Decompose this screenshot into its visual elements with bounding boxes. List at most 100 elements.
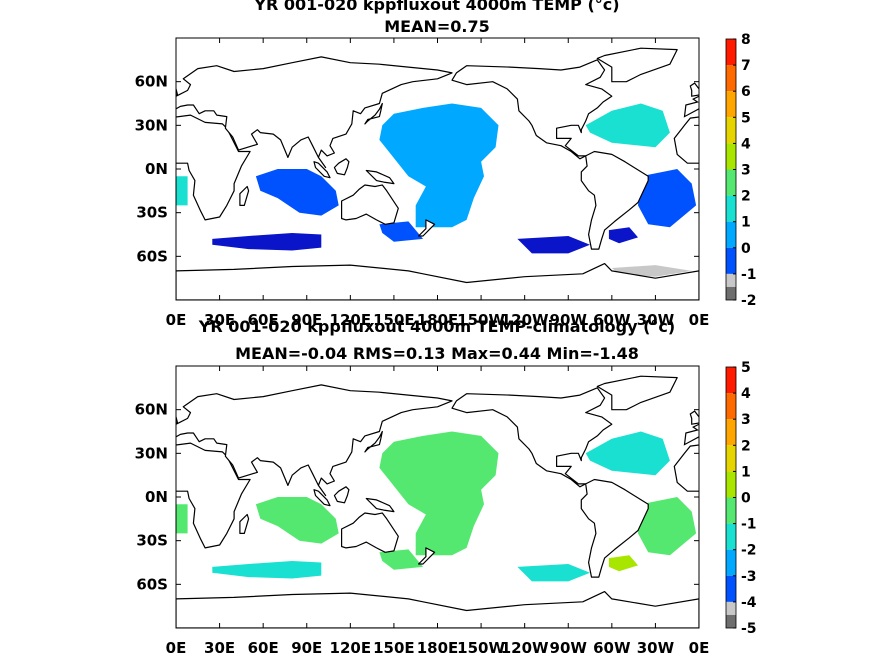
colorbar-tick-label: -3 [741,569,757,585]
lon-tick-label: 30W [637,311,675,329]
coastline-samerica [580,150,649,250]
colorbar-tick-label: 0 [741,491,751,507]
lon-tick-label: 150E [373,311,415,329]
coastline-nz [418,547,436,565]
data-region-south-pacific [517,564,590,582]
data-region-tasman [379,221,423,242]
lat-tick-label: 60S [136,575,168,593]
lon-tick-label: 0E [689,311,710,329]
lon-tick-label: 180E [417,311,459,329]
lon-tick-label: 120E [330,639,372,656]
colorbar-tick-label: 4 [741,136,751,152]
map-area [176,38,699,300]
lon-tick-label: 60W [593,311,631,329]
lon-tick-label: 60E [248,639,279,656]
data-region-west-africa [176,176,188,206]
coastline-australia [341,184,399,225]
data-region-atlantic-south [638,169,697,228]
coastline-nz [418,219,436,237]
colorbar-tick-label: 3 [741,412,751,428]
colorbar-tick-label: 6 [741,84,751,100]
colorbar: 5 4 3 2 1 0 -1 -2 -3 -4 -5 [725,360,757,637]
lon-tick-label: 90E [291,639,322,656]
data-region-pacific-main [379,103,499,228]
coastline-antarctica [176,263,699,300]
lon-tick-label: 90E [291,311,322,329]
coastline-madagascar [239,185,250,206]
lat-tick-label: 0N [145,488,168,506]
data-region-atlantic-north [585,431,670,476]
colorbar-segment [726,367,736,394]
lat-tick-label: 60S [136,247,168,265]
map-panel-2: YR 001-020 kppfluxout 4000m TEMP-climato… [135,317,757,656]
coastline-greenland [596,47,678,83]
coastline-samerica [580,478,649,578]
data-region-south-atlantic-blob [608,227,638,244]
lon-tick-label: 30W [637,639,675,656]
colorbar-tick-label: 1 [741,464,751,480]
data-region-atlantic-south [638,497,697,556]
data-region-south-indian [212,233,322,251]
colorbar-tick-label: 0 [741,241,751,257]
coastline-africa [176,114,251,221]
coastline-africa-wrap [673,116,699,164]
colorbar-tick-label: 3 [741,163,751,179]
colorbar-segment [726,393,736,420]
data-region-south-atlantic-blob [608,555,638,572]
coastline-eurasia-wrap [683,423,699,446]
panel-title: YR 001-020 kppfluxout 4000m TEMP-climato… [198,317,675,336]
data-region-tasman [379,549,423,570]
lat-tick-label: 0N [145,160,168,178]
lon-tick-label: 120W [501,639,549,656]
coastline-madagascar [239,513,250,535]
coastline-namerica [451,387,613,488]
colorbar-tick-label: -4 [741,595,757,611]
coastline-sumatra [313,489,331,507]
lon-tick-label: 0E [166,639,187,656]
colorbar-tick-label: 8 [741,32,751,48]
lat-tick-label: 30N [135,116,168,134]
colorbar-segment [726,195,736,222]
lon-tick-label: 30E [204,311,235,329]
lon-tick-label: 0E [166,311,187,329]
lon-tick-label: 30E [204,639,235,656]
colorbar-segment [726,497,736,524]
coastline-japan [364,430,383,453]
data-region-indian [255,169,339,216]
lon-tick-label: 120E [330,311,372,329]
data-region-south-pacific [517,236,590,254]
colorbar-segment [726,419,736,446]
colorbar-segment [726,471,736,498]
colorbar-segment [726,549,736,576]
coastline-greenland [596,375,678,411]
colorbar-tick-label: 5 [741,110,751,126]
colorbar-segment [726,143,736,170]
coastline-sumatra [313,161,331,179]
colorbar-segment [726,117,736,144]
colorbar-segment [726,91,736,118]
colorbar-segment [726,65,736,92]
coastline-australia [341,512,399,553]
colorbar-tick-label: -5 [741,621,757,637]
colorbar: 8 7 6 5 4 3 2 1 0 -1 -2 [725,32,757,309]
colorbar-tick-label: -1 [741,267,757,283]
coastline-namerica [451,59,613,160]
lon-tick-label: 150W [457,639,505,656]
data-region-west-africa [176,504,188,534]
colorbar-tick-label: 5 [741,360,751,376]
lon-tick-label: 90W [550,639,588,656]
coastline-newguinea [365,169,395,185]
map-area [176,366,699,628]
lon-tick-label: 150W [457,311,505,329]
data-region-atlantic-north [585,103,670,148]
lon-tick-label: 60W [593,639,631,656]
colorbar-tick-label: 2 [741,189,751,205]
colorbar-tick-label: 1 [741,215,751,231]
coastline-japan [364,102,383,125]
lat-tick-label: 30N [135,444,168,462]
colorbar-segment [726,39,736,66]
data-region-indian [255,497,339,544]
coastline-uk-wrap [689,410,699,425]
colorbar-segment [726,445,736,472]
